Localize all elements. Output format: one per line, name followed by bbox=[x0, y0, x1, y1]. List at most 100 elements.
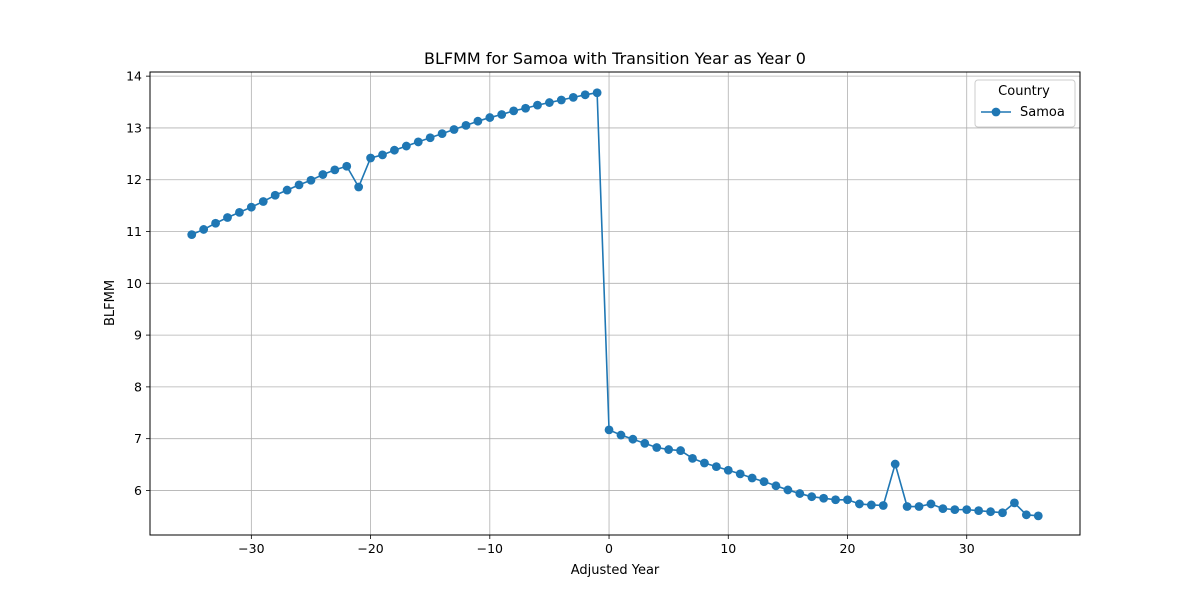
data-point bbox=[282, 185, 292, 195]
data-point bbox=[926, 499, 936, 509]
data-point bbox=[688, 453, 697, 463]
data-point bbox=[342, 161, 352, 171]
legend-marker bbox=[991, 107, 1001, 117]
legend-entry-samoa: Samoa bbox=[1020, 105, 1065, 120]
data-point bbox=[938, 504, 948, 513]
data-point bbox=[771, 481, 781, 491]
data-point bbox=[604, 425, 614, 435]
data-point bbox=[413, 137, 423, 147]
data-point bbox=[783, 485, 793, 495]
data-point bbox=[568, 92, 578, 102]
data-point bbox=[485, 113, 495, 122]
y-tick-label: 7 bbox=[134, 431, 142, 446]
data-point bbox=[664, 445, 674, 454]
data-point bbox=[401, 141, 411, 151]
data-point bbox=[246, 202, 256, 212]
data-point bbox=[461, 120, 471, 130]
data-point bbox=[986, 507, 995, 517]
data-point bbox=[950, 505, 960, 515]
chart-title: BLFMM for Samoa with Transition Year as … bbox=[424, 49, 806, 68]
data-point bbox=[1033, 511, 1043, 521]
data-point bbox=[831, 495, 840, 505]
data-point bbox=[235, 207, 244, 217]
data-point bbox=[521, 103, 530, 113]
data-point bbox=[497, 110, 507, 119]
data-point bbox=[914, 502, 924, 511]
data-point bbox=[378, 150, 387, 160]
series-layer bbox=[187, 88, 1043, 521]
data-point bbox=[676, 446, 685, 455]
data-point bbox=[998, 508, 1007, 518]
data-point bbox=[759, 477, 769, 487]
data-point bbox=[199, 225, 209, 234]
data-point bbox=[545, 98, 554, 107]
data-point bbox=[819, 493, 829, 503]
series-line-samoa bbox=[191, 91, 1039, 517]
legend-title: Country bbox=[998, 84, 1050, 99]
y-axis-label: BLFMM bbox=[103, 280, 118, 326]
x-tick-label: 10 bbox=[720, 541, 736, 556]
plot-frame bbox=[149, 71, 1081, 536]
data-point bbox=[1010, 498, 1019, 508]
data-point bbox=[628, 434, 638, 444]
data-point bbox=[974, 506, 984, 516]
data-point bbox=[616, 430, 626, 440]
data-point bbox=[556, 95, 566, 105]
y-tick-label: 10 bbox=[126, 276, 142, 291]
data-point bbox=[306, 175, 316, 185]
data-point bbox=[425, 133, 435, 143]
data-point bbox=[807, 492, 817, 502]
y-tick-label: 8 bbox=[134, 379, 142, 394]
data-point bbox=[390, 145, 399, 155]
x-tick-label: 0 bbox=[605, 541, 613, 556]
data-point bbox=[533, 100, 542, 110]
data-point bbox=[318, 170, 328, 179]
data-point bbox=[580, 90, 590, 100]
x-tick-label: −30 bbox=[238, 541, 264, 556]
data-point bbox=[473, 116, 483, 126]
legend: Country Samoa bbox=[974, 79, 1076, 128]
data-point bbox=[890, 459, 900, 469]
grid bbox=[150, 72, 1080, 535]
data-point bbox=[294, 180, 304, 190]
data-point bbox=[843, 495, 852, 505]
data-point bbox=[902, 502, 912, 511]
data-point bbox=[723, 465, 733, 475]
x-tick-label: 30 bbox=[959, 541, 975, 556]
y-tick-label: 9 bbox=[134, 328, 142, 343]
data-point bbox=[1021, 510, 1031, 520]
data-point bbox=[509, 106, 519, 116]
data-point bbox=[258, 197, 268, 206]
axis-ticks: −30 −20 −10 0 10 20 30 6 7 8 9 10 11 12 13 14 bbox=[126, 69, 975, 556]
y-tick-label: 14 bbox=[126, 69, 142, 84]
data-point bbox=[366, 153, 375, 163]
data-point bbox=[962, 505, 972, 515]
x-axis-label: Adjusted Year bbox=[571, 563, 660, 578]
data-point bbox=[652, 443, 662, 452]
data-point bbox=[449, 125, 459, 134]
data-point bbox=[855, 499, 864, 509]
data-point bbox=[711, 462, 721, 472]
y-tick-label: 13 bbox=[126, 120, 142, 135]
data-point bbox=[640, 438, 650, 448]
data-point bbox=[878, 501, 888, 510]
data-point bbox=[187, 230, 197, 240]
y-tick-label: 12 bbox=[126, 172, 142, 187]
data-point bbox=[354, 182, 364, 192]
data-point bbox=[223, 213, 232, 222]
y-tick-label: 6 bbox=[134, 483, 142, 498]
data-point bbox=[700, 458, 709, 468]
x-tick-label: −10 bbox=[477, 541, 503, 556]
legend-box bbox=[974, 79, 1076, 128]
data-point bbox=[270, 190, 280, 200]
y-tick-label: 11 bbox=[126, 224, 142, 239]
data-point bbox=[735, 469, 745, 479]
data-point bbox=[795, 489, 805, 498]
data-point bbox=[330, 165, 340, 175]
data-point bbox=[747, 473, 757, 483]
data-point bbox=[211, 218, 220, 228]
x-tick-label: 20 bbox=[840, 541, 856, 556]
data-point bbox=[437, 129, 447, 139]
data-point bbox=[592, 88, 602, 98]
